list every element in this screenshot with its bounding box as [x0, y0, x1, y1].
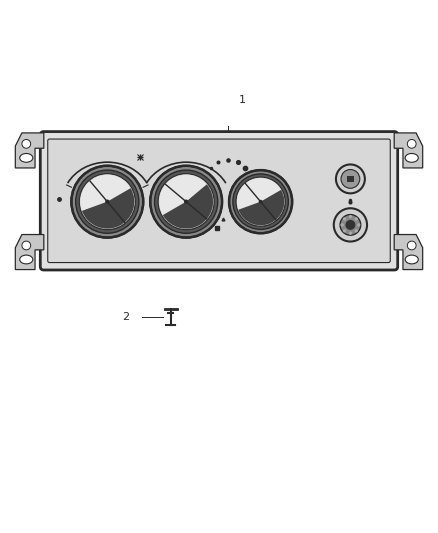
Wedge shape — [237, 178, 281, 210]
Wedge shape — [163, 184, 213, 229]
FancyBboxPatch shape — [48, 139, 390, 263]
Circle shape — [334, 208, 367, 241]
Circle shape — [150, 166, 222, 238]
Circle shape — [349, 231, 352, 235]
Circle shape — [357, 223, 360, 227]
Circle shape — [346, 220, 355, 230]
Circle shape — [341, 169, 360, 188]
Circle shape — [22, 140, 31, 148]
Circle shape — [343, 217, 346, 221]
Polygon shape — [15, 235, 44, 270]
Polygon shape — [15, 133, 44, 168]
Wedge shape — [81, 175, 131, 211]
Wedge shape — [82, 188, 134, 229]
Circle shape — [355, 217, 358, 221]
Circle shape — [22, 241, 31, 250]
Text: 2: 2 — [122, 312, 129, 322]
Circle shape — [407, 241, 416, 250]
Polygon shape — [394, 235, 423, 270]
Circle shape — [76, 170, 139, 233]
Circle shape — [340, 223, 344, 227]
Wedge shape — [238, 190, 284, 225]
Circle shape — [184, 199, 188, 204]
Circle shape — [343, 229, 346, 232]
Text: 1: 1 — [239, 95, 246, 105]
Circle shape — [233, 174, 288, 229]
Circle shape — [229, 170, 292, 233]
Circle shape — [71, 166, 143, 238]
FancyBboxPatch shape — [40, 132, 398, 270]
Ellipse shape — [405, 255, 418, 264]
Circle shape — [407, 140, 416, 148]
Wedge shape — [159, 175, 207, 215]
Polygon shape — [394, 133, 423, 168]
Circle shape — [355, 229, 358, 232]
Ellipse shape — [405, 154, 418, 162]
Circle shape — [105, 199, 110, 204]
Circle shape — [155, 170, 218, 233]
Circle shape — [259, 200, 262, 204]
Circle shape — [336, 165, 365, 193]
Circle shape — [79, 174, 135, 230]
Bar — [347, 176, 353, 182]
Circle shape — [349, 215, 352, 218]
Circle shape — [158, 174, 214, 230]
Circle shape — [236, 177, 285, 227]
Ellipse shape — [20, 255, 33, 264]
Ellipse shape — [20, 154, 33, 162]
Circle shape — [340, 215, 361, 235]
